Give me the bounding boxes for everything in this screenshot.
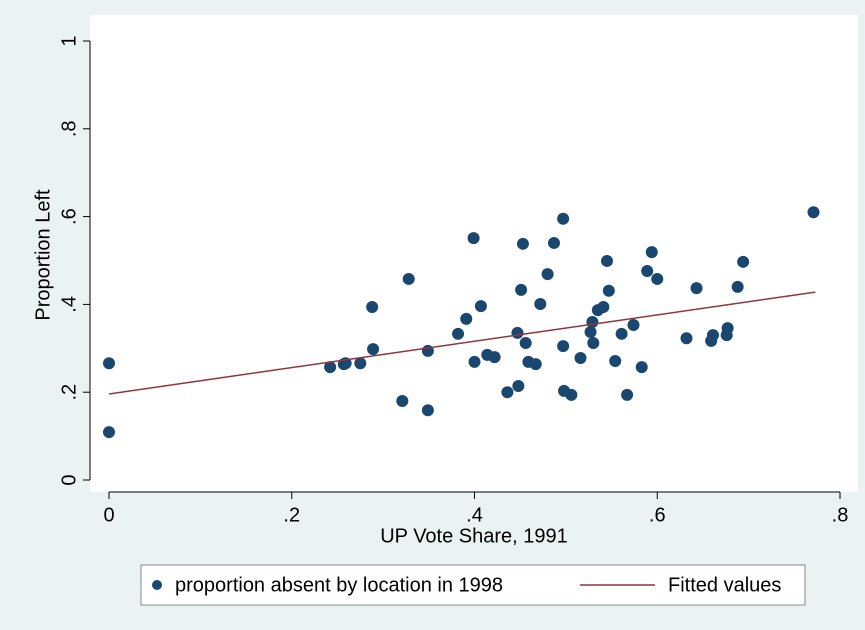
legend-label: proportion absent by location in 1998 <box>175 574 503 596</box>
scatter-point <box>621 388 634 401</box>
scatter-point <box>706 329 719 342</box>
legend-label: Fitted values <box>668 574 781 596</box>
x-tick-label: .6 <box>649 504 666 526</box>
scatter-point <box>460 312 473 325</box>
scatter-point <box>615 327 628 340</box>
scatter-point <box>635 361 648 374</box>
x-axis-title: UP Vote Share, 1991 <box>380 525 568 547</box>
scatter-point <box>597 301 610 314</box>
y-tick-label: 1 <box>58 35 80 46</box>
y-tick-label: .6 <box>58 208 80 225</box>
scatter-point <box>421 404 434 417</box>
y-tick-label: .4 <box>58 296 80 313</box>
scatter-point <box>512 380 525 393</box>
scatter-point <box>396 394 409 407</box>
scatter-point <box>467 232 480 245</box>
scatter-point <box>584 326 597 339</box>
scatter-point <box>641 265 654 278</box>
scatter-point <box>366 301 379 314</box>
scatter-point <box>468 355 481 368</box>
scatter-point <box>452 327 465 340</box>
scatter-point <box>600 254 613 267</box>
scatter-point <box>541 268 554 281</box>
y-axis-title: Proportion Left <box>32 189 54 321</box>
scatter-point <box>651 272 664 285</box>
scatter-point <box>557 340 570 353</box>
y-tick-label: .8 <box>58 120 80 137</box>
scatter-point <box>731 280 744 293</box>
scatter-point <box>519 337 532 350</box>
x-tick-label: .4 <box>466 504 483 526</box>
scatter-point <box>488 351 501 364</box>
scatter-point <box>534 297 547 310</box>
scatter-point <box>547 236 560 249</box>
scatter-point <box>609 355 622 368</box>
scatter-point <box>516 237 529 250</box>
scatter-point <box>807 206 820 219</box>
scatter-point <box>602 284 615 297</box>
scatter-point <box>501 386 514 399</box>
scatter-point <box>565 388 578 401</box>
scatter-point <box>690 282 703 295</box>
fitted-line <box>108 291 816 395</box>
y-tick-label: .2 <box>58 384 80 401</box>
scatter-point <box>645 246 658 259</box>
scatter-point <box>103 426 115 439</box>
scatter-point <box>324 361 337 374</box>
scatter-point <box>511 326 524 339</box>
x-tick-label: .2 <box>283 504 300 526</box>
scatter-point <box>354 357 367 370</box>
scatter-point <box>529 358 542 371</box>
scatter-point <box>515 283 528 296</box>
scatter-point <box>721 322 734 335</box>
scatter-point <box>574 351 587 364</box>
x-tick-label: 0 <box>103 504 114 526</box>
x-tick-label: .8 <box>832 504 849 526</box>
legend-marker <box>152 580 162 590</box>
scatter-point <box>680 332 693 345</box>
scatter-point <box>587 337 600 350</box>
scatter-point <box>103 357 115 370</box>
scatter-point <box>586 315 599 328</box>
scatter-point <box>627 319 640 332</box>
y-tick-label: 0 <box>58 474 80 485</box>
scatter-point <box>737 255 750 268</box>
scatter-point <box>367 343 380 356</box>
plot-area <box>90 15 858 492</box>
legend <box>140 564 806 606</box>
scatter-point <box>402 272 415 285</box>
scatter-point <box>474 300 487 313</box>
scatter-point <box>557 212 570 225</box>
